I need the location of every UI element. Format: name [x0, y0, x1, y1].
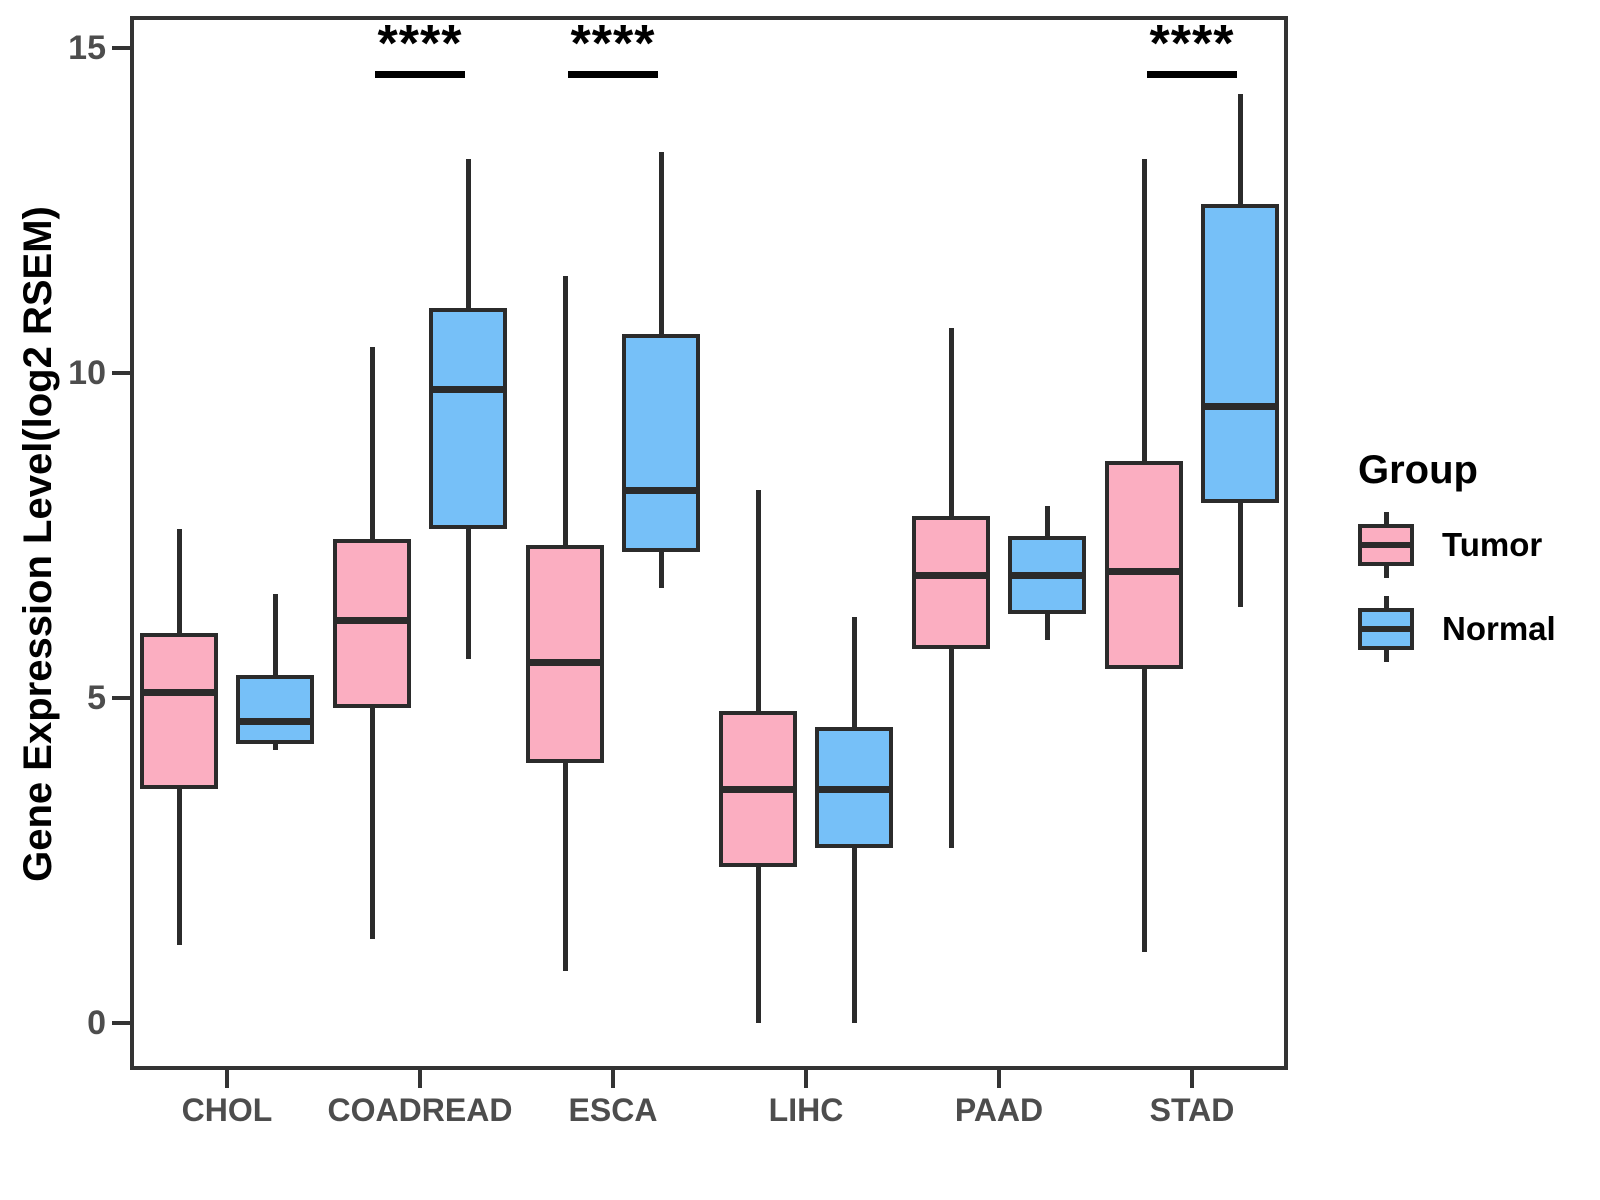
x-tick-label-lihc: LIHC: [768, 1092, 844, 1128]
x-tick-mark: [225, 1070, 229, 1088]
significance-stars-stad: ****: [1149, 15, 1235, 73]
whisker-high-normal-paad: [1045, 506, 1050, 540]
x-tick-label-chol: CHOL: [181, 1092, 273, 1128]
legend: Group Tumor Normal: [1358, 446, 1588, 662]
y-tick-label: 0: [87, 1004, 106, 1042]
x-tick-mark: [997, 1070, 1001, 1088]
legend-whisker-bottom: [1383, 566, 1389, 578]
x-tick-label-paad: PAAD: [954, 1092, 1044, 1128]
y-tick-mark: [112, 46, 130, 50]
whisker-low-normal-coadread: [466, 525, 471, 659]
median-tumor-paad: [912, 572, 990, 579]
y-tick-label: 5: [87, 679, 106, 717]
legend-entries: Tumor Normal: [1358, 512, 1588, 662]
legend-label: Normal: [1442, 610, 1556, 647]
whisker-low-normal-paad: [1045, 610, 1050, 640]
x-tick-mark: [611, 1070, 615, 1088]
median-tumor-chol: [140, 689, 218, 696]
whisker-high-tumor-stad: [1142, 159, 1147, 465]
legend-title: Group: [1358, 448, 1478, 492]
y-tick-label: 10: [68, 354, 106, 392]
whisker-low-tumor-coadread: [370, 704, 375, 939]
whisker-high-tumor-coadread: [370, 347, 375, 543]
y-tick-label: 15: [68, 29, 106, 67]
significance-bar-stad: [1147, 71, 1237, 78]
whisker-low-tumor-paad: [949, 645, 954, 848]
y-tick-mark: [112, 371, 130, 375]
whisker-low-tumor-stad: [1142, 665, 1147, 952]
legend-whisker-top: [1383, 596, 1389, 608]
legend-boxplot-icon: [1358, 512, 1414, 578]
significance-stars-coadread: ****: [377, 15, 463, 73]
whisker-low-normal-esca: [659, 548, 664, 588]
box-normal-stad: [1201, 204, 1279, 503]
legend-boxplot-icon: [1358, 596, 1414, 662]
whisker-high-tumor-lihc: [756, 490, 761, 715]
y-tick-mark: [112, 1021, 130, 1025]
whisker-high-tumor-chol: [177, 529, 182, 637]
box-normal-chol: [236, 675, 314, 744]
x-tick-label-esca: ESCA: [568, 1092, 658, 1128]
median-tumor-coadread: [333, 617, 411, 624]
x-tick-mark: [804, 1070, 808, 1088]
significance-stars-esca: ****: [570, 15, 656, 73]
box-tumor-chol: [140, 633, 218, 789]
significance-bar-coadread: [375, 71, 465, 78]
whisker-high-tumor-paad: [949, 328, 954, 520]
median-normal-stad: [1201, 403, 1279, 410]
whisker-high-normal-esca: [659, 152, 664, 338]
legend-label: Tumor: [1442, 526, 1543, 563]
legend-median-line: [1362, 542, 1410, 548]
whisker-high-normal-lihc: [852, 617, 857, 731]
whisker-low-tumor-esca: [563, 759, 568, 971]
legend-whisker-top: [1383, 512, 1389, 524]
median-normal-lihc: [815, 786, 893, 793]
whisker-low-normal-stad: [1238, 499, 1243, 607]
box-tumor-paad: [912, 516, 990, 649]
legend-entry-tumor: Tumor: [1358, 512, 1588, 578]
whisker-low-normal-chol: [273, 740, 278, 750]
whisker-high-normal-stad: [1238, 94, 1243, 208]
x-tick-mark: [1190, 1070, 1194, 1088]
legend-box: [1358, 608, 1414, 650]
whisker-low-tumor-lihc: [756, 863, 761, 1023]
significance-bar-esca: [568, 71, 658, 78]
box-normal-coadread: [429, 308, 507, 529]
median-normal-esca: [622, 487, 700, 494]
y-tick-mark: [112, 696, 130, 700]
x-tick-label-stad: STAD: [1149, 1092, 1235, 1128]
x-tick-mark: [418, 1070, 422, 1088]
whisker-high-tumor-esca: [563, 276, 568, 549]
legend-whisker-bottom: [1383, 650, 1389, 662]
whisker-low-tumor-chol: [177, 785, 182, 945]
box-tumor-esca: [526, 545, 604, 763]
median-normal-chol: [236, 718, 314, 725]
median-tumor-esca: [526, 659, 604, 666]
x-tick-label-coadread: COADREAD: [327, 1092, 513, 1128]
box-tumor-stad: [1105, 461, 1183, 669]
whisker-high-normal-chol: [273, 594, 278, 679]
median-tumor-stad: [1105, 568, 1183, 575]
legend-box: [1358, 524, 1414, 566]
plot-panel: [130, 16, 1288, 1070]
box-normal-esca: [622, 334, 700, 552]
legend-median-line: [1362, 626, 1410, 632]
legend-entry-normal: Normal: [1358, 596, 1588, 662]
median-normal-coadread: [429, 386, 507, 393]
median-tumor-lihc: [719, 786, 797, 793]
median-normal-paad: [1008, 572, 1086, 579]
whisker-low-normal-lihc: [852, 844, 857, 1023]
whisker-high-normal-coadread: [466, 159, 471, 312]
